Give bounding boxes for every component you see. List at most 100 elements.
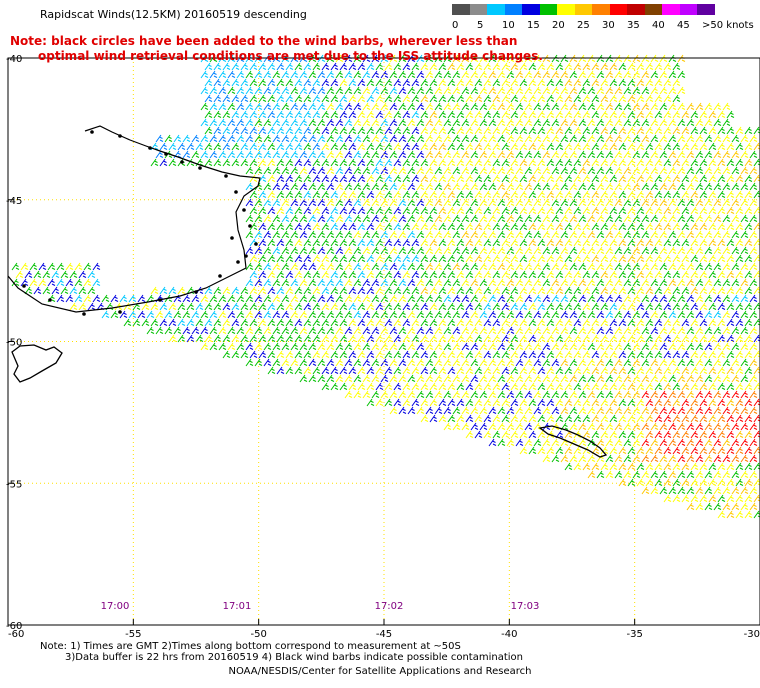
wind-barb [447,126,456,135]
wind-barb [690,398,699,407]
wind-barb [497,166,506,175]
wind-barb [398,166,407,175]
wind-barb [290,278,299,287]
wind-barb [159,286,168,295]
wind-barb [236,118,245,127]
wind-barb [227,134,236,143]
wind-barb [470,278,479,287]
wind-barb [605,230,614,239]
wind-barb [605,326,614,335]
wind-barb [285,302,294,311]
wind-barb [236,294,245,303]
wind-barb [654,478,663,487]
wind-barb [501,286,510,295]
wind-barb [218,294,227,303]
wind-barb [429,334,438,343]
wind-barb [110,294,119,303]
wind-barb [609,110,618,119]
wind-barb [744,222,753,231]
wind-barb [533,134,542,143]
wind-barb [438,302,447,311]
wind-barb [573,190,582,199]
wind-barb [366,302,375,311]
wind-barb [578,438,587,447]
wind-barb [591,414,600,423]
wind-barb [722,278,731,287]
wind-barb [650,166,659,175]
wind-barb [281,358,290,367]
wind-barb [708,446,717,455]
wind-barb [470,230,479,239]
wind-barb [353,102,362,111]
wind-barb [335,118,344,127]
wind-barb [605,374,614,383]
wind-barb [515,342,524,351]
wind-barb [609,302,618,311]
wind-barb [717,190,726,199]
wind-barb [686,294,695,303]
wind-barb [699,174,708,183]
wind-barb [713,182,722,191]
wind-barb [317,358,326,367]
wind-barb [321,206,330,215]
wind-barb [155,310,164,319]
wind-barb [434,214,443,223]
wind-barb [231,126,240,135]
wind-barb [533,374,542,383]
wind-barb [663,350,672,359]
wind-barb [528,190,537,199]
wind-barb [578,150,587,159]
wind-barb [425,102,434,111]
wind-barb [420,158,429,167]
wind-barb [672,286,681,295]
wind-barb [447,142,456,151]
wind-barb [546,302,555,311]
wind-barb [398,118,407,127]
wind-barb [465,94,474,103]
wind-barb [299,262,308,271]
wind-barb [263,182,272,191]
wind-barb [708,414,717,423]
legend-label: 0 [452,20,459,31]
wind-barb [294,158,303,167]
legend-label: 10 [502,20,515,31]
wind-barb [645,350,654,359]
wind-barb [348,158,357,167]
wind-barb [470,102,479,111]
wind-barb [501,366,510,375]
wind-barb [389,278,398,287]
wind-barb [245,278,254,287]
wind-barb [677,262,686,271]
wind-barb [695,486,704,495]
wind-barb [384,190,393,199]
wind-barb [641,358,650,367]
wind-barb [704,150,713,159]
wind-barb [362,214,371,223]
wind-barb [461,374,470,383]
wind-barb [461,326,470,335]
wind-barb [681,366,690,375]
wind-barb [281,198,290,207]
wind-barb [371,86,380,95]
wind-barb [672,366,681,375]
wind-barb [501,382,510,391]
wind-barb [438,254,447,263]
wind-barb [546,318,555,327]
wind-barb [447,62,456,71]
wind-barb [600,174,609,183]
wind-barb [704,278,713,287]
wind-barb [663,158,672,167]
wind-barb [227,102,236,111]
wind-barb [636,382,645,391]
wind-barb [420,126,429,135]
wind-barb [618,366,627,375]
wind-barb [618,398,627,407]
wind-barb [560,134,569,143]
wind-barb [389,342,398,351]
wind-barb [717,318,726,327]
wind-barb [713,470,722,479]
wind-barb [78,270,87,279]
wind-barb [542,134,551,143]
wind-barb [353,310,362,319]
wind-barb [690,446,699,455]
